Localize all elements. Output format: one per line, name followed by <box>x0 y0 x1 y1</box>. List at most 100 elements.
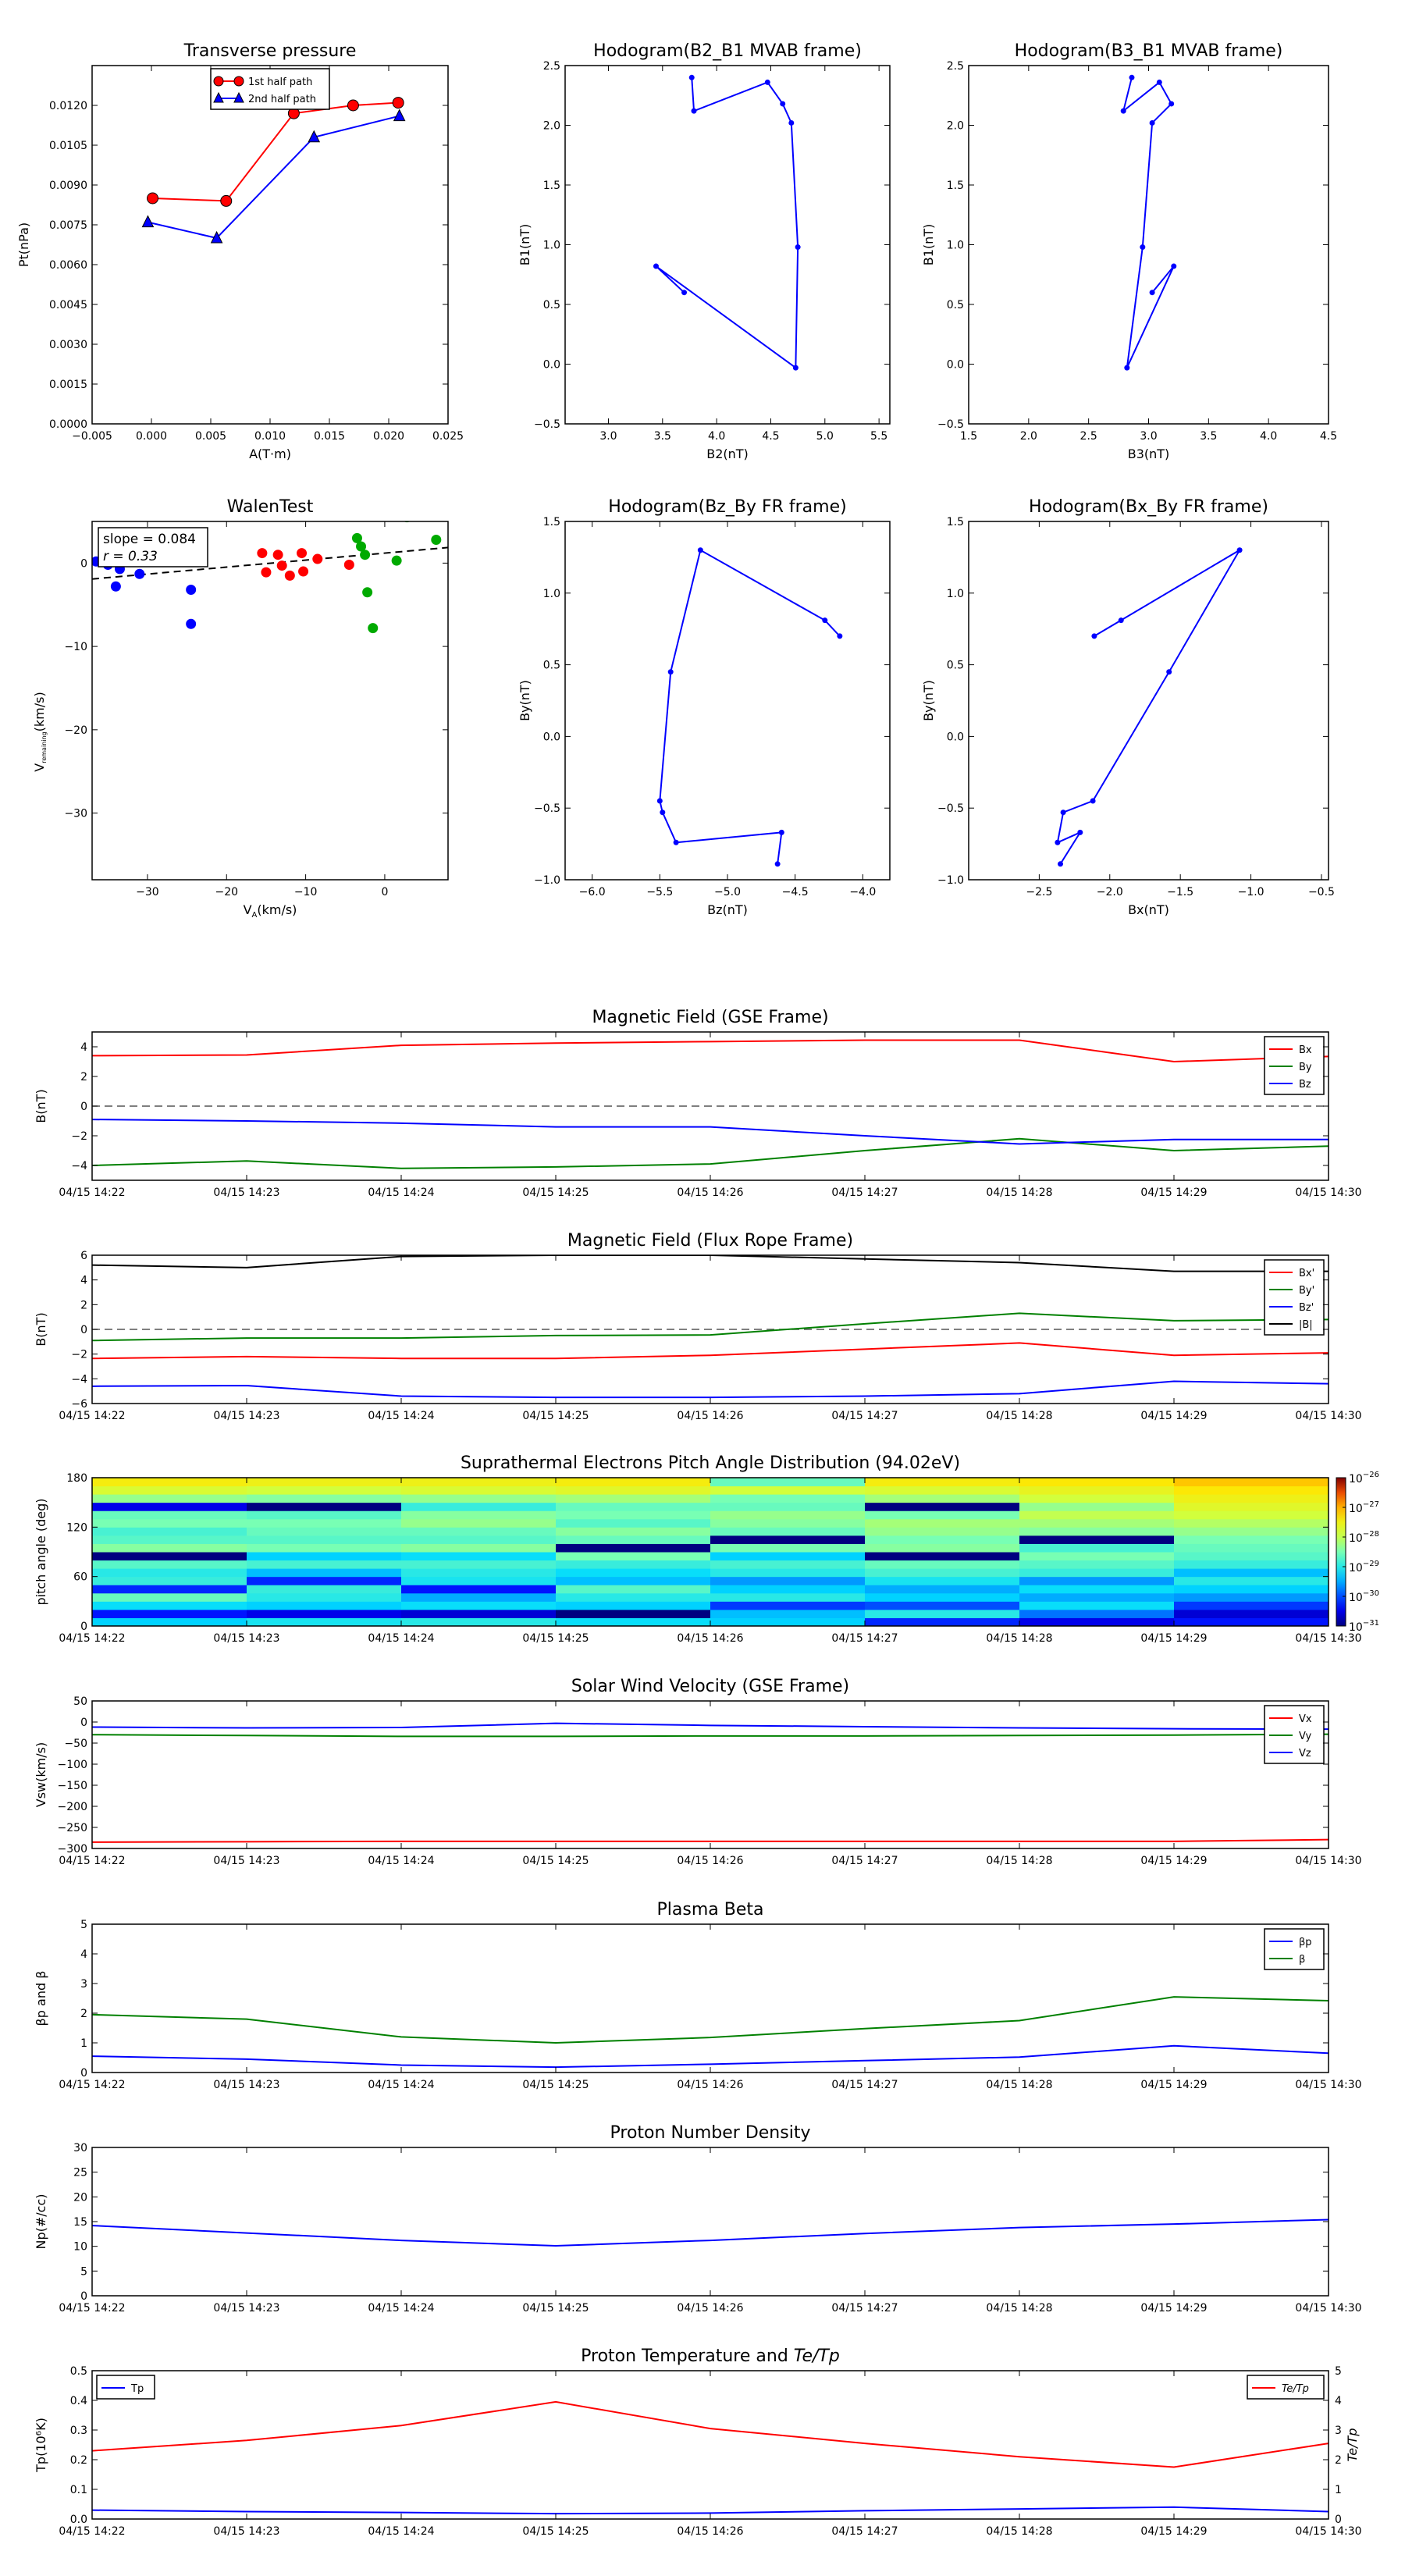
timeseries-4-title: Solar Wind Velocity (GSE Frame) <box>571 1677 849 1696</box>
timeseries-3-cell <box>710 1485 866 1495</box>
timeseries-2-frame <box>91 1254 1329 1404</box>
panel-1-marker <box>141 215 155 228</box>
timeseries-2-ytick-label: 6 <box>80 1250 87 1262</box>
timeseries-5-legend-label: βp <box>1299 1937 1312 1948</box>
timeseries-6-ytick-label: 10 <box>73 2241 87 2254</box>
timeseries-6-ylabel: Np(#/cc) <box>34 2194 48 2250</box>
panel-3-marker <box>1124 365 1130 371</box>
timeseries-3-time-label: 04/15 14:27 <box>831 1632 898 1645</box>
panel-1-marker <box>220 194 233 207</box>
timeseries-3-cell <box>556 1609 711 1618</box>
timeseries-5-plot <box>92 1996 1329 2069</box>
timeseries-7-y2tick-label: 1 <box>1335 2484 1342 2496</box>
panel-6-ylabel: By(nT) <box>921 680 936 721</box>
timeseries-3-cell <box>710 1560 866 1569</box>
panel-2-ytick-label: 2.5 <box>543 60 560 73</box>
panel-6-marker <box>1236 547 1243 553</box>
timeseries-3-cell <box>92 1592 247 1602</box>
timeseries-5-time-label: 04/15 14:22 <box>59 2079 125 2091</box>
timeseries-3-cell <box>556 1485 711 1495</box>
timeseries-4-time-label: 04/15 14:27 <box>831 1855 898 1867</box>
timeseries-3-colorbar-exponent: −27 <box>1363 1500 1379 1509</box>
panel-3-marker <box>1140 244 1146 251</box>
timeseries-4-frame <box>91 1700 1329 1849</box>
timeseries-3-cell <box>247 1494 402 1503</box>
timeseries-3-time-label: 04/15 14:23 <box>213 1632 279 1645</box>
timeseries-6: Proton Number Density 0 5 10 15 20 25 30 Np(#/cc… <box>34 2123 1362 2314</box>
timeseries-7-ytick-label: 0.4 <box>70 2395 87 2407</box>
timeseries-3-colorbar-exponent: −29 <box>1363 1560 1379 1568</box>
timeseries-3-cell <box>865 1510 1020 1520</box>
timeseries-6-time-label: 04/15 14:28 <box>986 2302 1052 2314</box>
panel-1-marker <box>392 97 404 109</box>
timeseries-4-ytick-label: −150 <box>58 1780 87 1792</box>
panel-3-xtick-label: 3.0 <box>1140 430 1157 443</box>
timeseries-4-ytick-label: −200 <box>58 1801 87 1813</box>
panel-1-legend-marker <box>213 76 224 87</box>
panel-5: Hodogram(Bz_By FR frame) −6.0 −5.5 −5.0 −4.5… <box>518 497 891 917</box>
panel-6-xtick-label: −1.5 <box>1167 886 1193 898</box>
panel-4-point <box>351 532 362 543</box>
timeseries-7-y2tick-label: 5 <box>1335 2365 1342 2378</box>
panel-4-ytick-label: −30 <box>64 808 87 820</box>
timeseries-3-cell <box>710 1527 866 1536</box>
panel-3-xtick-label: 2.0 <box>1020 430 1037 443</box>
timeseries-6-time-label: 04/15 14:24 <box>368 2302 434 2314</box>
panel-2-ytick-label: 1.5 <box>543 180 560 192</box>
panel-2-marker <box>788 119 795 126</box>
panel-5-marker <box>774 861 781 867</box>
timeseries-3-colorbar-exponent: −28 <box>1363 1530 1379 1539</box>
panel-6-marker <box>1055 839 1061 845</box>
panel-4-point <box>110 581 121 592</box>
timeseries-3-cell <box>401 1617 557 1626</box>
timeseries-4-plot <box>92 1722 1329 1843</box>
timeseries-5-time-label: 04/15 14:25 <box>522 2079 589 2091</box>
timeseries-3-cell <box>1174 1609 1329 1618</box>
timeseries-1-ytick-label: 2 <box>80 1071 87 1083</box>
timeseries-7-title: Proton Temperature and Te/Tp <box>581 2347 840 2366</box>
panel-4-xtick-label: −20 <box>215 886 238 898</box>
panel-3-xtick-label: 4.0 <box>1260 430 1277 443</box>
timeseries-4-ytick-label: 0 <box>80 1717 87 1729</box>
panel-1-legend-marker <box>233 91 244 103</box>
timeseries-3-cell <box>556 1502 711 1511</box>
timeseries-7-ylabel: Tp(10⁶K) <box>34 2418 48 2473</box>
panel-5-ytick-label: 1.5 <box>543 516 560 528</box>
panel-6-marker <box>1166 669 1172 675</box>
panel-6-xtick-label: −2.5 <box>1026 886 1052 898</box>
panel-3-marker <box>1156 79 1162 85</box>
panel-6-title: Hodogram(Bx_By FR frame) <box>1029 497 1268 517</box>
panel-2-xtick-label: 4.0 <box>708 430 725 443</box>
panel-2-xtick-label: 3.0 <box>599 430 617 443</box>
panel-1-title: Transverse pressure <box>183 41 357 61</box>
panel-4-point <box>257 548 268 559</box>
timeseries-7-time-label: 04/15 14:27 <box>831 2525 898 2538</box>
timeseries-1-ytick-label: −4 <box>71 1160 87 1172</box>
timeseries-3-cell <box>1174 1478 1329 1487</box>
timeseries-3-cell <box>92 1585 247 1594</box>
timeseries-3-cell <box>247 1617 402 1626</box>
timeseries-3-cell <box>710 1543 866 1553</box>
timeseries-3-ytick-label: 180 <box>66 1472 87 1485</box>
panel-4-xlabel-unit: (km/s) <box>257 902 297 917</box>
timeseries-3-cell <box>247 1592 402 1602</box>
timeseries-7: Proton Temperature and Te/Tp Tp Te/Tp 0 1 2 3 4… <box>34 2347 1362 2538</box>
timeseries-5-legend-label: β <box>1299 1954 1305 1966</box>
timeseries-4-time-label: 04/15 14:24 <box>368 1855 434 1867</box>
timeseries-3-cell <box>401 1552 557 1561</box>
timeseries-3-cell <box>401 1609 557 1618</box>
timeseries-3-cell <box>865 1543 1020 1553</box>
timeseries-4-time-label: 04/15 14:30 <box>1295 1855 1361 1867</box>
panel-4-point <box>360 550 371 560</box>
timeseries-3-cell <box>1019 1585 1175 1594</box>
timeseries-3-cell <box>556 1617 711 1626</box>
timeseries-6-ytick-label: 30 <box>73 2142 87 2154</box>
timeseries-3-cell <box>1019 1502 1175 1511</box>
timeseries-3-cell <box>92 1543 247 1553</box>
timeseries-7-time-label: 04/15 14:24 <box>368 2525 434 2538</box>
timeseries-3-cell <box>865 1560 1020 1569</box>
panel-5-marker <box>673 839 679 845</box>
panel-5-marker <box>697 547 703 553</box>
timeseries-3-time-label: 04/15 14:26 <box>677 1632 743 1645</box>
timeseries-4-legend-label: Vx <box>1299 1713 1312 1725</box>
